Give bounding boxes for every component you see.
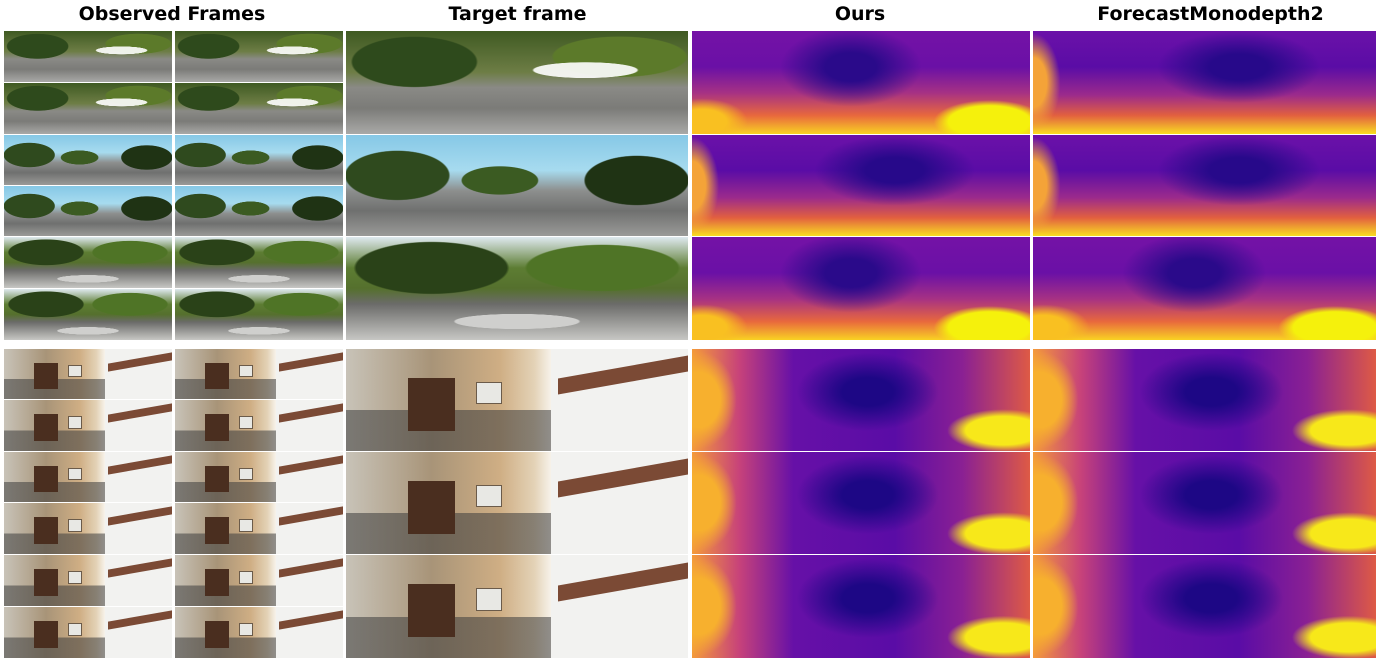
observed-frame-thumbnail (175, 607, 343, 658)
observed-frame-thumbnail (4, 400, 172, 451)
observed-frame-thumbnail (4, 237, 172, 288)
observed-frame-thumbnail (4, 135, 172, 185)
observed-frame-thumbnail (175, 555, 343, 606)
depth-map-forecastmonodepth2 (1033, 135, 1376, 236)
header-ours: Ours (834, 3, 886, 25)
header-forecast-monodepth2: ForecastMonodepth2 (1097, 3, 1324, 25)
observed-frame-thumbnail (4, 452, 172, 502)
observed-frame-thumbnail (4, 186, 172, 236)
observed-frame-thumbnail (4, 349, 172, 399)
target-frame-image (346, 555, 688, 658)
depth-map-ours (692, 135, 1030, 236)
target-frame-image (346, 237, 688, 340)
observed-frame-thumbnail (175, 186, 343, 236)
header-observed-frames: Observed Frames (78, 3, 266, 25)
observed-frame-thumbnail (175, 289, 343, 340)
depth-map-forecastmonodepth2 (1033, 237, 1376, 340)
observed-frame-thumbnail (175, 349, 343, 399)
observed-frame-thumbnail (4, 289, 172, 340)
observed-frame-thumbnail (4, 555, 172, 606)
depth-map-ours (692, 237, 1030, 340)
observed-frame-thumbnail (175, 400, 343, 451)
depth-map-ours (692, 31, 1030, 134)
header-target-frame: Target frame (448, 3, 587, 25)
observed-frame-thumbnail (4, 83, 172, 134)
observed-frame-thumbnail (175, 452, 343, 502)
depth-map-ours (692, 452, 1030, 554)
observed-frame-thumbnail (4, 607, 172, 658)
depth-map-forecastmonodepth2 (1033, 452, 1376, 554)
depth-map-ours (692, 555, 1030, 658)
depth-map-forecastmonodepth2 (1033, 555, 1376, 658)
observed-frame-thumbnail (175, 503, 343, 554)
observed-frame-thumbnail (175, 135, 343, 185)
depth-map-forecastmonodepth2 (1033, 349, 1376, 451)
block-separator (0, 340, 1391, 348)
observed-frame-thumbnail (4, 503, 172, 554)
observed-frame-thumbnail (175, 83, 343, 134)
observed-frame-thumbnail (175, 237, 343, 288)
target-frame-image (346, 349, 688, 451)
depth-map-ours (692, 349, 1030, 451)
observed-frame-thumbnail (175, 31, 343, 82)
observed-frame-thumbnail (4, 31, 172, 82)
target-frame-image (346, 31, 688, 134)
target-frame-image (346, 135, 688, 236)
target-frame-image (346, 452, 688, 554)
depth-map-forecastmonodepth2 (1033, 31, 1376, 134)
